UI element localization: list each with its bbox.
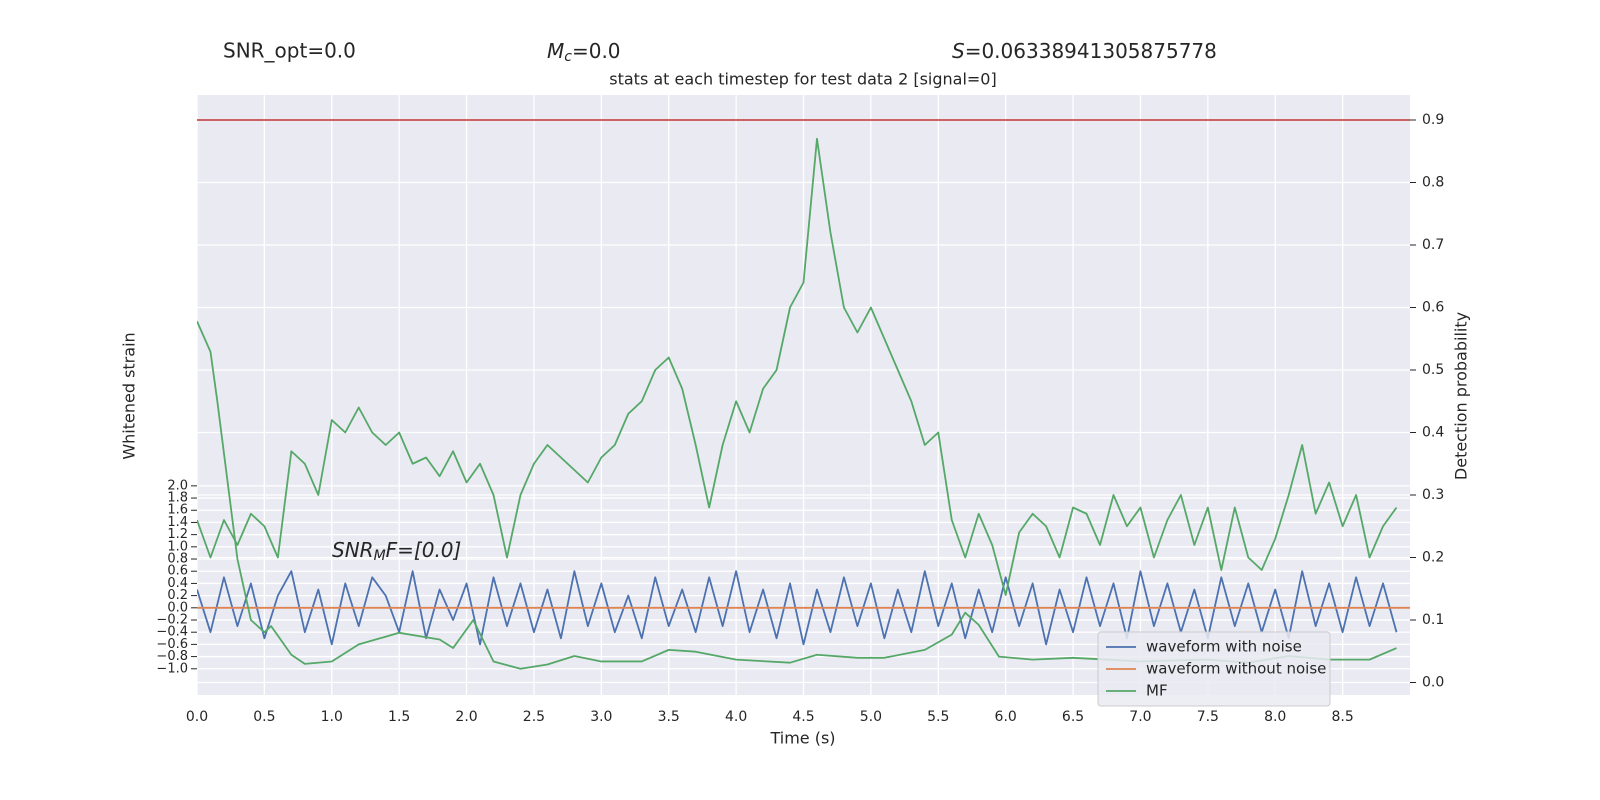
- y-tick-label: 0.6: [167, 564, 188, 579]
- y-tick-label: 1.0: [167, 539, 188, 554]
- legend-label: waveform without noise: [1146, 660, 1326, 678]
- x-tick-label: 7.0: [1129, 709, 1151, 725]
- x-tick-label: 2.5: [523, 709, 545, 725]
- y2-tick-label: 0.4: [1422, 425, 1444, 441]
- series-line: [197, 137, 1398, 596]
- y-tick-label: −0.4: [156, 625, 188, 640]
- x-tick-label: 4.5: [792, 709, 814, 725]
- y2-tick-label: 0.5: [1422, 362, 1444, 378]
- score: S=0.06338941305875778: [952, 39, 1217, 63]
- x-tick-label: 2.0: [455, 709, 477, 725]
- y-tick-label: −0.6: [156, 637, 188, 652]
- mc-rest: =0.0: [572, 39, 621, 63]
- legend-label: MF: [1146, 682, 1168, 700]
- y-tick-label: 0.4: [167, 576, 188, 591]
- annotation-sub: M: [374, 548, 386, 564]
- x-tick-label: 6.0: [995, 709, 1017, 725]
- y-tick-label: 1.2: [167, 527, 188, 542]
- y-tick-label: −0.2: [156, 613, 188, 628]
- legend-label: waveform with noise: [1146, 638, 1302, 656]
- y-tick-label: −1.0: [156, 661, 188, 676]
- x-axis-label: Time (s): [769, 729, 835, 748]
- y2-tick-label: 0.9: [1422, 112, 1444, 128]
- x-tick-label: 5.0: [860, 709, 882, 725]
- annotation: SNRMF=[0.0]: [332, 538, 461, 565]
- x-tick-label: 8.0: [1264, 709, 1286, 725]
- x-tick-label: 3.5: [658, 709, 680, 725]
- chirp-mass: Mc=0.0: [547, 39, 621, 66]
- x-tick-label: 4.0: [725, 709, 747, 725]
- s-symbol: S: [952, 39, 965, 63]
- y-tick-label: 1.8: [167, 491, 188, 506]
- y-tick-label: 0.8: [167, 552, 188, 567]
- s-rest: =0.06338941305875778: [965, 39, 1217, 63]
- x-tick-label: 1.5: [388, 709, 410, 725]
- chart-title: stats at each timestep for test data 2 […: [609, 70, 996, 89]
- y-axis-label: Whitened strain: [120, 332, 139, 459]
- y2-tick-label: 0.6: [1422, 300, 1444, 316]
- snr-opt: SNR_opt=0.0: [223, 39, 356, 63]
- y-tick-label: 0.2: [167, 588, 188, 603]
- x-tick-label: 0.0: [186, 709, 208, 725]
- legend-box: [1097, 631, 1331, 707]
- series-line: [197, 570, 1398, 646]
- annotation-symbol: SNR: [332, 538, 374, 562]
- y-tick-label: 1.4: [167, 515, 188, 530]
- y2-tick-label: 0.0: [1422, 675, 1444, 691]
- y-tick-label: 1.6: [167, 503, 188, 518]
- y2-tick-label: 0.2: [1422, 550, 1444, 566]
- annotation-rest: F=[0.0]: [386, 538, 462, 562]
- x-tick-label: 6.5: [1062, 709, 1084, 725]
- mc-symbol: M: [547, 39, 564, 63]
- y2-tick-label: 0.8: [1422, 175, 1444, 191]
- y2-tick-label: 0.1: [1422, 612, 1444, 628]
- x-tick-label: 7.5: [1197, 709, 1219, 725]
- y-tick-label: −0.8: [156, 649, 188, 664]
- y2-tick-label: 0.7: [1422, 237, 1444, 253]
- x-tick-label: 8.5: [1331, 709, 1353, 725]
- mc-sub: c: [564, 49, 572, 65]
- x-tick-label: 5.5: [927, 709, 949, 725]
- y-tick-label: 2.0: [167, 478, 188, 493]
- series-line: [197, 320, 1397, 670]
- x-tick-label: 0.5: [253, 709, 275, 725]
- x-tick-label: 1.0: [321, 709, 343, 725]
- y2-tick-label: 0.3: [1422, 487, 1444, 503]
- y-tick-label: 0.0: [167, 600, 188, 615]
- x-tick-label: 3.0: [590, 709, 612, 725]
- y2-axis-label: Detection probability: [1452, 312, 1471, 480]
